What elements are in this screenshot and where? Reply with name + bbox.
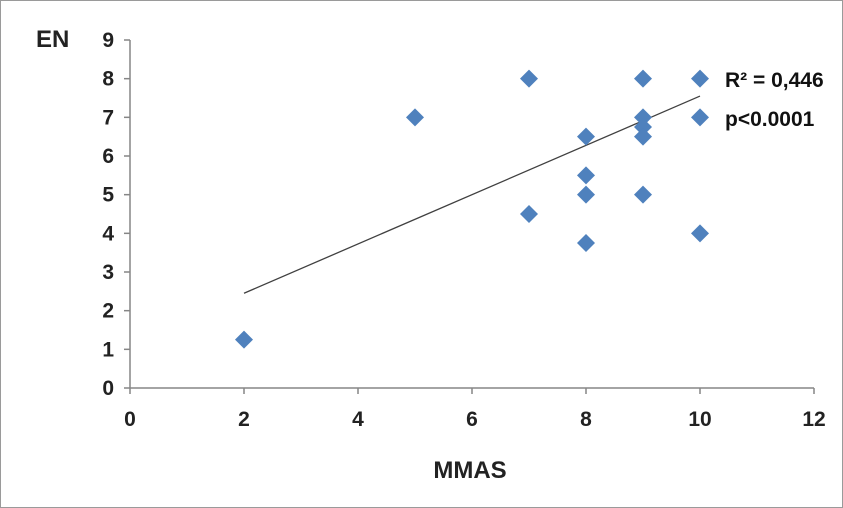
data-points bbox=[235, 69, 709, 349]
data-point bbox=[634, 108, 652, 127]
x-tick-label: 0 bbox=[124, 408, 136, 431]
y-tick-label: 2 bbox=[102, 300, 114, 323]
data-point bbox=[235, 330, 253, 349]
y-axis-ticks: 0 1 2 3 4 5 6 7 8 9 bbox=[102, 29, 130, 400]
y-axis-title: EN bbox=[36, 26, 69, 53]
data-point bbox=[634, 127, 652, 146]
data-point bbox=[406, 108, 424, 127]
y-tick-label: 9 bbox=[102, 29, 114, 52]
trendline bbox=[243, 95, 701, 294]
data-point bbox=[577, 127, 595, 146]
axes bbox=[129, 40, 814, 389]
y-tick-label: 5 bbox=[102, 184, 114, 207]
data-point bbox=[577, 234, 595, 252]
x-tick-label: 12 bbox=[802, 408, 825, 431]
data-point bbox=[634, 118, 652, 136]
y-tick-label: 4 bbox=[102, 222, 114, 245]
y-tick-label: 0 bbox=[102, 377, 114, 400]
data-point bbox=[634, 69, 652, 88]
data-point bbox=[577, 185, 595, 204]
y-tick-label: 3 bbox=[102, 261, 114, 284]
data-point bbox=[577, 166, 595, 185]
y-tick-label: 7 bbox=[102, 106, 114, 129]
x-axis-title: MMAS bbox=[433, 457, 506, 484]
y-tick-label: 8 bbox=[102, 68, 114, 91]
p-value-annotation: p<0.0001 bbox=[725, 108, 815, 131]
y-tick-label: 6 bbox=[102, 145, 114, 168]
x-tick-label: 2 bbox=[238, 408, 250, 431]
data-point bbox=[691, 224, 709, 243]
data-point bbox=[691, 108, 709, 127]
x-tick-label: 8 bbox=[580, 408, 592, 431]
data-point bbox=[520, 69, 538, 88]
data-point bbox=[634, 185, 652, 204]
y-tick-label: 1 bbox=[102, 338, 114, 361]
data-point bbox=[520, 205, 538, 223]
x-tick-label: 10 bbox=[688, 408, 711, 431]
r-squared-annotation: R² = 0,446 bbox=[725, 69, 824, 92]
x-tick-label: 6 bbox=[466, 408, 478, 431]
x-tick-label: 4 bbox=[352, 408, 364, 431]
x-axis-ticks: 0 2 4 6 8 10 12 bbox=[124, 388, 826, 431]
data-point bbox=[691, 69, 709, 88]
